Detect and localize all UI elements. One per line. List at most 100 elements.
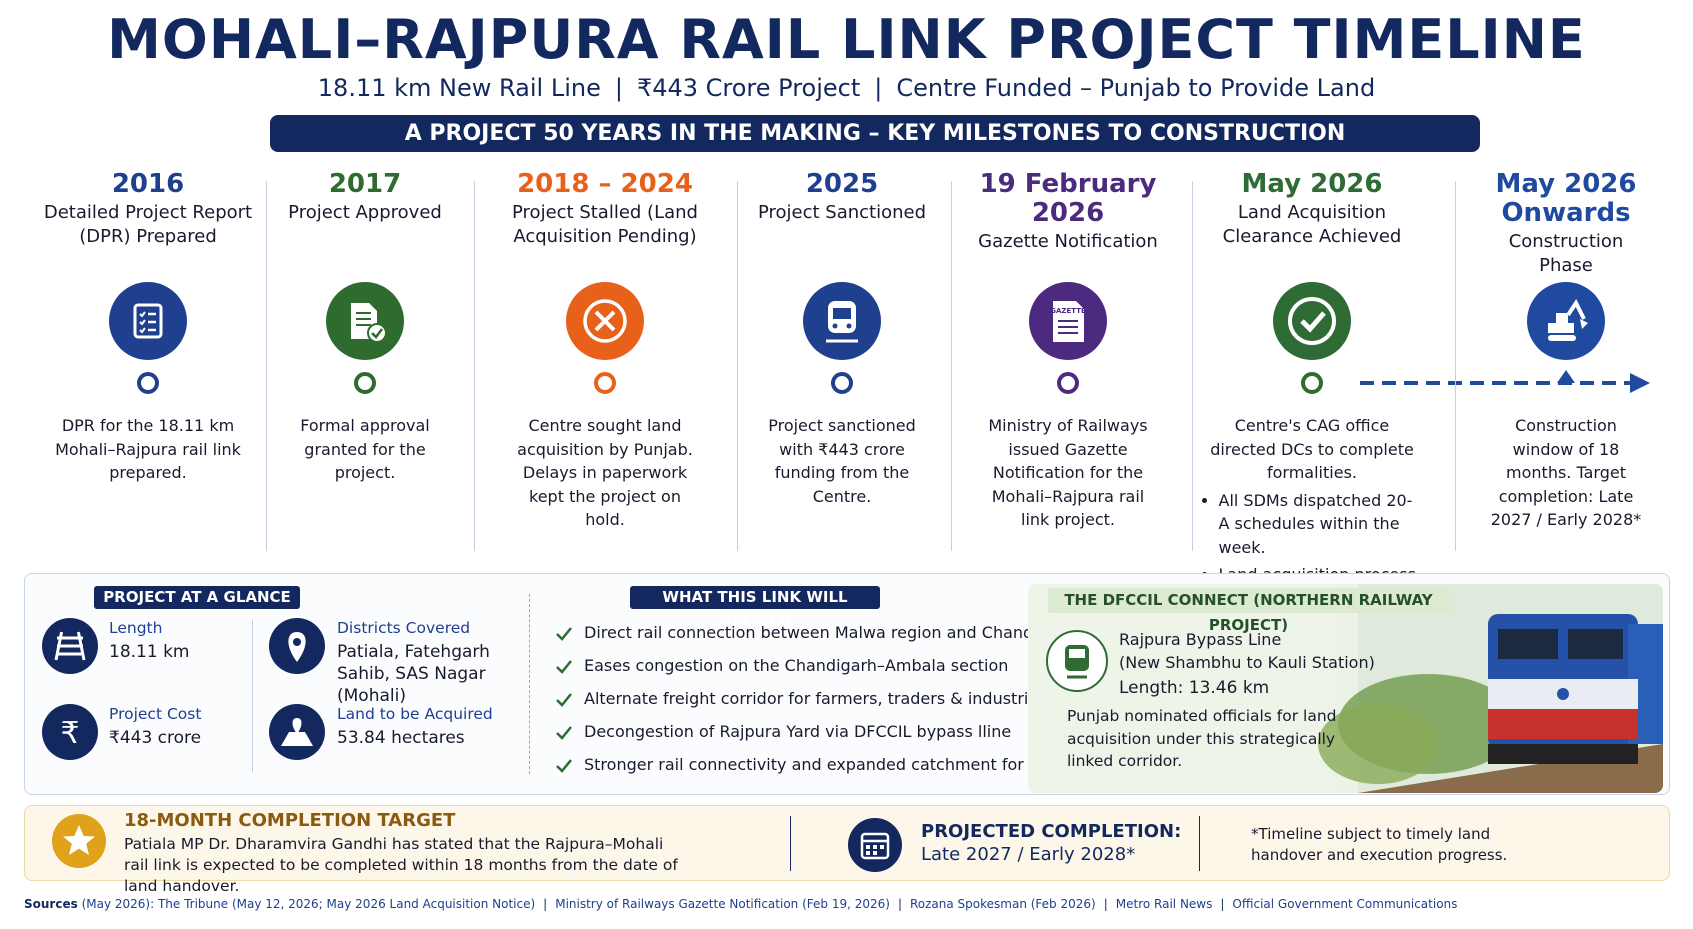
train-icon [1046, 630, 1108, 692]
check [556, 726, 572, 740]
subtitle-part: ₹443 Crore Project [636, 74, 861, 102]
dfccil-panel [1028, 584, 1663, 793]
column-divider [951, 181, 952, 551]
target-box [24, 805, 1670, 881]
milestone-description: Formal approval granted for the project. [290, 414, 440, 485]
target-heading: 18-MONTH COMPLETION TARGET [124, 810, 456, 831]
source: Metro Rail News [1115, 897, 1213, 911]
milestone-description: DPR for the 18.11 km Mohali–Rajpura rail… [53, 414, 243, 485]
milestone-title: Gazette Notification [978, 231, 1158, 252]
glance-heading: PROJECT AT A GLANCE [94, 586, 300, 609]
glance-value: Patiala, Fatehgarh Sahib, SAS Nagar (Moh… [337, 642, 490, 706]
deliver-item: Stronger rail connectivity and expanded … [584, 755, 1082, 774]
glance-value: 18.11 km [109, 642, 190, 662]
arrow [1630, 373, 1650, 393]
target-text: Patiala MP Dr. Dharamvira Gandhi has sta… [124, 835, 678, 895]
glyph [293, 638, 301, 646]
divider [252, 620, 253, 772]
milestone-date: May 2026 Onwards [1495, 169, 1637, 228]
description-text: Project sanctioned with ₹443 crore fundi… [768, 416, 916, 506]
milestone-icon [109, 282, 187, 360]
milestone-title: Detailed Project Report (DPR) Prepared [43, 202, 253, 247]
star-icon [52, 814, 106, 868]
sources-label: Sources [24, 897, 78, 911]
milestone-date: 19 February 2026 [979, 169, 1157, 228]
column-divider [1455, 181, 1456, 551]
source: Official Government Communications [1232, 897, 1458, 911]
line-sub: (New Shambhu to Kauli Station) [1119, 653, 1375, 672]
deliver-heading: WHAT THIS LINK WILL DELIVER [630, 586, 880, 629]
column-divider [1192, 181, 1193, 551]
subtitle: 18.11 km New Rail Line | ₹443 Crore Projec… [317, 74, 1376, 102]
milestone-title: Land Acquisition Clearance Achieved [1222, 202, 1402, 247]
glyph [1548, 335, 1576, 341]
glance-item: Length 18.11 km [109, 619, 259, 663]
glyph [1300, 311, 1326, 333]
glance-label: Districts Covered [337, 619, 471, 637]
separator: | [1220, 897, 1225, 911]
deliver-item: Decongestion of Rajpura Yard via DFCCIL … [584, 722, 1012, 741]
milestone: 2017 Project Approved [270, 170, 460, 225]
bullet: All SDMs dispatched 20-A schedules withi… [1219, 489, 1420, 560]
milestone-date: 2018 – 2024 [517, 169, 693, 199]
description-text: Centre's CAG office directed DCs to comp… [1210, 416, 1414, 482]
milestone: 2025 Project Sanctioned [742, 170, 942, 225]
milestone-icon [803, 282, 881, 360]
check-icon [556, 627, 572, 641]
glance-icon [269, 704, 325, 760]
separator: | [897, 897, 902, 911]
source: (May 2026): The Tribune (May 12, 2026; M… [81, 897, 536, 911]
divider [790, 816, 791, 871]
glance-icon: ₹ [42, 704, 98, 760]
glance-label: Land to be Acquired [337, 705, 493, 723]
check-icon [556, 759, 572, 773]
glyph [594, 310, 616, 332]
deliver-item: Eases congestion on the Chandigarh–Ambal… [584, 656, 1009, 675]
timeline-dot [354, 372, 376, 394]
icon [269, 704, 325, 760]
glyph [133, 303, 163, 339]
line-name: Rajpura Bypass Line [1119, 630, 1282, 649]
divider [529, 594, 530, 774]
check [556, 759, 572, 773]
milestone-date: 2025 [805, 169, 879, 199]
glance-item: Land to be Acquired 53.84 hectares [337, 705, 527, 749]
deliver-item: Direct rail connection between Malwa reg… [584, 623, 1075, 642]
train-photo [1318, 584, 1663, 793]
glyph: ₹ [60, 716, 79, 751]
milestone: May 2026 Onwards Construction Phase [1481, 170, 1651, 278]
check [556, 660, 572, 674]
glyph [139, 327, 146, 334]
subtitle-part: 18.11 km New Rail Line [317, 74, 601, 102]
description-text: Formal approval granted for the project. [300, 416, 430, 482]
milestone-icon [1273, 282, 1351, 360]
glyph [139, 311, 146, 318]
projected-heading: PROJECTED COMPLETION: [921, 821, 1182, 842]
glance-value: 53.84 hectares [337, 728, 465, 748]
glyph [583, 299, 627, 343]
milestone-date: 2017 [328, 169, 402, 199]
timeline-dot [594, 372, 616, 394]
separator: | [543, 897, 548, 911]
description-text: Centre sought land acquisition by Punjab… [517, 416, 693, 529]
separator: | [1103, 897, 1108, 911]
footnote: *Timeline subject to timely land handove… [1251, 825, 1508, 864]
milestone: 2016 Detailed Project Report (DPR) Prepar… [43, 170, 253, 249]
milestone-title: Project Stalled (Land Acquisition Pendin… [512, 202, 698, 247]
description-text: Construction window of 18 months. Target… [1490, 416, 1642, 529]
glyph [288, 632, 306, 662]
milestone-icon [326, 282, 404, 360]
milestone-description: Ministry of Railways issued Gazette Noti… [983, 414, 1153, 532]
glyph [1556, 313, 1568, 323]
icon-circle [42, 704, 98, 760]
deliver-item: Alternate freight corridor for farmers, … [584, 689, 1047, 708]
milestone: May 2026 Land Acquisition Clearance Achie… [1197, 170, 1427, 249]
milestone-title: Project Approved [288, 202, 442, 223]
icon-circle [1273, 282, 1351, 360]
dfccil-line: Rajpura Bypass Line (New Shambhu to Kaul… [1119, 628, 1375, 700]
timeline-dot [831, 372, 853, 394]
milestone: 2018 – 2024 Project Stalled (Land Acquisi… [490, 170, 720, 249]
glyph [832, 323, 838, 329]
